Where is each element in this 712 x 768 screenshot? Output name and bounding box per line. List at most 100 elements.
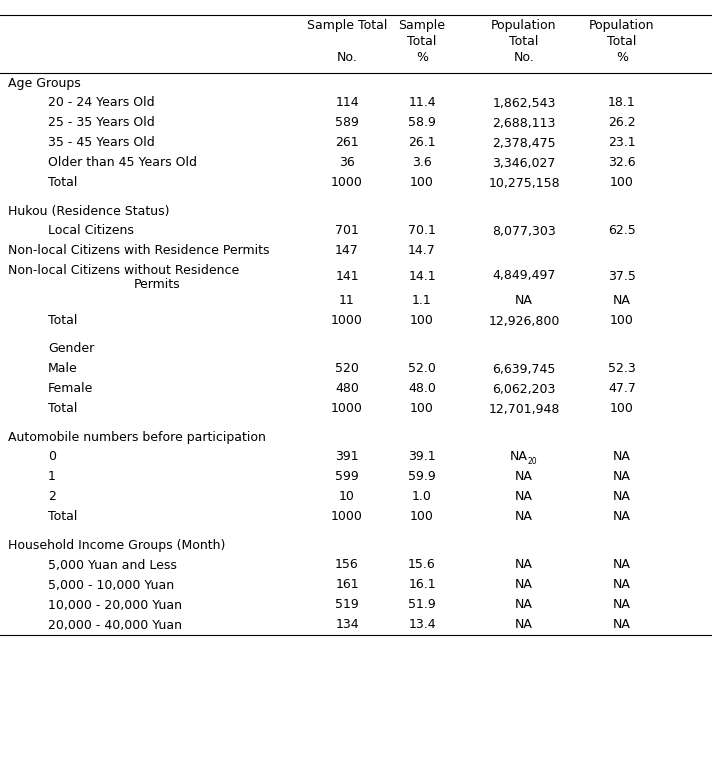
Text: 1.0: 1.0 xyxy=(412,491,432,504)
Text: 156: 156 xyxy=(335,558,359,571)
Text: 39.1: 39.1 xyxy=(408,451,436,464)
Text: Older than 45 Years Old: Older than 45 Years Old xyxy=(48,157,197,170)
Text: 114: 114 xyxy=(335,97,359,110)
Text: Sample
Total: Sample Total xyxy=(399,19,446,48)
Text: 161: 161 xyxy=(335,578,359,591)
Text: 589: 589 xyxy=(335,117,359,130)
Text: 35 - 45 Years Old: 35 - 45 Years Old xyxy=(48,137,155,150)
Text: 100: 100 xyxy=(410,177,434,190)
Text: 701: 701 xyxy=(335,224,359,237)
Text: NA: NA xyxy=(515,294,533,307)
Text: 59.9: 59.9 xyxy=(408,471,436,484)
Text: 1,862,543: 1,862,543 xyxy=(492,97,555,110)
Text: 1: 1 xyxy=(48,471,56,484)
Text: 20: 20 xyxy=(527,456,537,465)
Text: 261: 261 xyxy=(335,137,359,150)
Text: Total: Total xyxy=(48,511,78,524)
Text: 5,000 Yuan and Less: 5,000 Yuan and Less xyxy=(48,558,177,571)
Text: 8,077,303: 8,077,303 xyxy=(492,224,556,237)
Text: NA: NA xyxy=(613,558,631,571)
Text: NA: NA xyxy=(613,491,631,504)
Text: 6,062,203: 6,062,203 xyxy=(492,382,555,396)
Text: 37.5: 37.5 xyxy=(608,270,636,283)
Text: 3.6: 3.6 xyxy=(412,157,432,170)
Text: 15.6: 15.6 xyxy=(408,558,436,571)
Text: 100: 100 xyxy=(410,511,434,524)
Text: NA: NA xyxy=(613,294,631,307)
Text: 16.1: 16.1 xyxy=(408,578,436,591)
Text: 519: 519 xyxy=(335,598,359,611)
Text: 2,378,475: 2,378,475 xyxy=(492,137,556,150)
Text: 52.3: 52.3 xyxy=(608,362,636,376)
Text: 20 - 24 Years Old: 20 - 24 Years Old xyxy=(48,97,155,110)
Text: NA: NA xyxy=(515,471,533,484)
Text: Automobile numbers before participation: Automobile numbers before participation xyxy=(8,431,266,443)
Text: 5,000 - 10,000 Yuan: 5,000 - 10,000 Yuan xyxy=(48,578,174,591)
Text: Male: Male xyxy=(48,362,78,376)
Text: Local Citizens: Local Citizens xyxy=(48,224,134,237)
Text: 36: 36 xyxy=(339,157,355,170)
Text: No.: No. xyxy=(337,51,357,64)
Text: 100: 100 xyxy=(610,315,634,327)
Text: 51.9: 51.9 xyxy=(408,598,436,611)
Text: 26.1: 26.1 xyxy=(408,137,436,150)
Text: 58.9: 58.9 xyxy=(408,117,436,130)
Text: NA: NA xyxy=(515,578,533,591)
Text: Female: Female xyxy=(48,382,93,396)
Text: 100: 100 xyxy=(610,177,634,190)
Text: 20,000 - 40,000 Yuan: 20,000 - 40,000 Yuan xyxy=(48,618,182,631)
Text: Non-local Citizens without Residence: Non-local Citizens without Residence xyxy=(8,264,239,277)
Text: Hukou (Residence Status): Hukou (Residence Status) xyxy=(8,204,169,217)
Text: 10,000 - 20,000 Yuan: 10,000 - 20,000 Yuan xyxy=(48,598,182,611)
Text: Permits: Permits xyxy=(133,278,180,291)
Text: 147: 147 xyxy=(335,244,359,257)
Text: 599: 599 xyxy=(335,471,359,484)
Text: 11: 11 xyxy=(339,294,355,307)
Text: NA: NA xyxy=(613,618,631,631)
Text: %: % xyxy=(616,51,628,64)
Text: 14.7: 14.7 xyxy=(408,244,436,257)
Text: 391: 391 xyxy=(335,451,359,464)
Text: 12,926,800: 12,926,800 xyxy=(488,315,560,327)
Text: 26.2: 26.2 xyxy=(608,117,636,130)
Text: Population
Total: Population Total xyxy=(590,19,655,48)
Text: 1000: 1000 xyxy=(331,315,363,327)
Text: 25 - 35 Years Old: 25 - 35 Years Old xyxy=(48,117,155,130)
Text: NA: NA xyxy=(613,511,631,524)
Text: Total: Total xyxy=(48,315,78,327)
Text: Population
Total: Population Total xyxy=(491,19,557,48)
Text: No.: No. xyxy=(513,51,535,64)
Text: 6,639,745: 6,639,745 xyxy=(492,362,555,376)
Text: 134: 134 xyxy=(335,618,359,631)
Text: 100: 100 xyxy=(410,315,434,327)
Text: Sample Total: Sample Total xyxy=(307,19,387,32)
Text: %: % xyxy=(416,51,428,64)
Text: Household Income Groups (Month): Household Income Groups (Month) xyxy=(8,538,226,551)
Text: 10: 10 xyxy=(339,491,355,504)
Text: NA: NA xyxy=(515,598,533,611)
Text: 52.0: 52.0 xyxy=(408,362,436,376)
Text: NA: NA xyxy=(510,451,528,464)
Text: NA: NA xyxy=(613,578,631,591)
Text: 12,701,948: 12,701,948 xyxy=(488,402,560,415)
Text: 70.1: 70.1 xyxy=(408,224,436,237)
Text: NA: NA xyxy=(515,618,533,631)
Text: 3,346,027: 3,346,027 xyxy=(492,157,555,170)
Text: 47.7: 47.7 xyxy=(608,382,636,396)
Text: NA: NA xyxy=(613,471,631,484)
Text: 480: 480 xyxy=(335,382,359,396)
Text: 141: 141 xyxy=(335,270,359,283)
Text: 520: 520 xyxy=(335,362,359,376)
Text: 1.1: 1.1 xyxy=(412,294,432,307)
Text: 4,849,497: 4,849,497 xyxy=(492,270,555,283)
Text: NA: NA xyxy=(613,451,631,464)
Text: 1000: 1000 xyxy=(331,402,363,415)
Text: 32.6: 32.6 xyxy=(608,157,636,170)
Text: NA: NA xyxy=(515,511,533,524)
Text: 0: 0 xyxy=(48,451,56,464)
Text: NA: NA xyxy=(613,598,631,611)
Text: Total: Total xyxy=(48,402,78,415)
Text: 100: 100 xyxy=(610,402,634,415)
Text: 1000: 1000 xyxy=(331,177,363,190)
Text: 10,275,158: 10,275,158 xyxy=(488,177,560,190)
